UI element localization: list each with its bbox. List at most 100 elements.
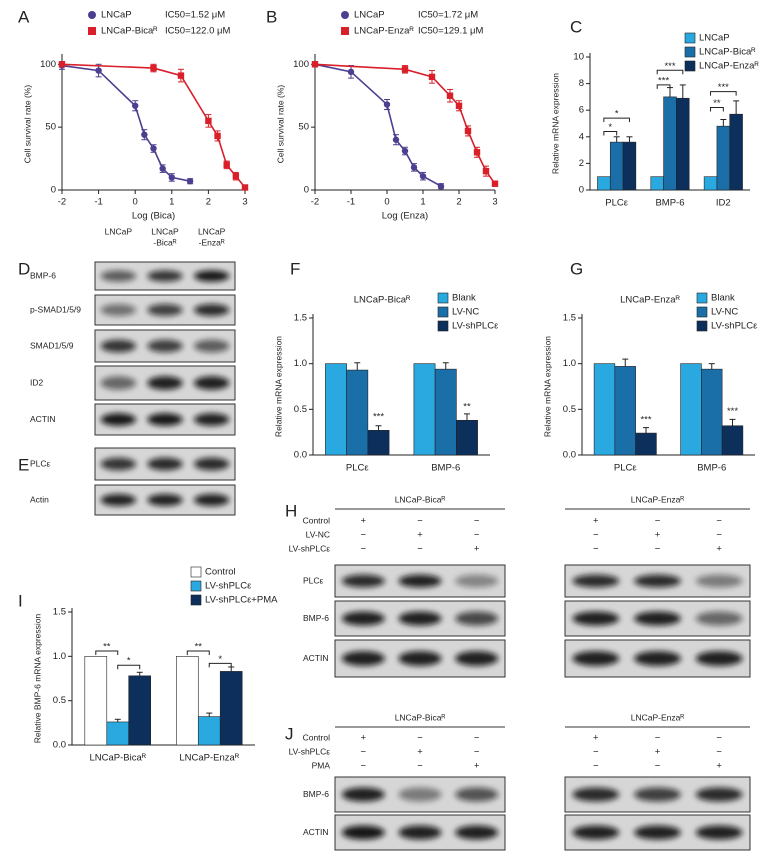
data-point <box>464 127 472 135</box>
x-tick-label: 0 <box>384 197 389 208</box>
blot-band <box>193 304 230 316</box>
y-tick-label: 0.5 <box>53 695 66 706</box>
significance-bracket <box>656 84 671 89</box>
y-tick-label: 0.0 <box>563 450 576 461</box>
legend-label: LNCaP <box>699 33 730 44</box>
panel-label: D <box>18 259 30 278</box>
legend-label: Blank <box>711 293 735 304</box>
bar <box>650 176 664 191</box>
panel-label: I <box>18 591 23 610</box>
x-tick-label: -2 <box>311 197 319 208</box>
blot-band <box>147 494 183 506</box>
condition-sign: − <box>361 747 367 758</box>
condition-sign: − <box>655 516 661 527</box>
legend-swatch <box>437 306 449 318</box>
blot-band <box>147 339 183 353</box>
significance-label: * <box>608 122 612 133</box>
blot-band <box>695 574 743 588</box>
significance-label: * <box>615 109 619 120</box>
data-point <box>419 172 427 180</box>
condition-sign: + <box>593 733 599 744</box>
condition-sign: − <box>593 544 599 555</box>
y-tick-label: 100 <box>40 59 56 70</box>
blot-band <box>147 376 183 390</box>
chart-title: LNCaP-Enzaᴿ <box>620 295 680 306</box>
panel-label: C <box>570 17 582 36</box>
x-tick-label: LNCaP-Bicaᴿ <box>89 753 146 764</box>
condition-sign: − <box>417 733 423 744</box>
significance-label: *** <box>373 412 384 423</box>
x-tick-label: 1 <box>420 197 425 208</box>
x-tick-label: BMP-6 <box>655 198 684 209</box>
panel-label: B <box>266 7 277 26</box>
y-tick-label: 1.0 <box>563 358 576 369</box>
condition-sign: − <box>593 761 599 772</box>
series-line <box>314 63 496 185</box>
legend-label: LV-NC <box>711 307 738 318</box>
significance-label: ** <box>713 98 721 109</box>
legend-marker <box>88 27 96 35</box>
blot-band <box>341 825 385 840</box>
y-tick-label: 0 <box>579 185 584 196</box>
blot-band <box>398 611 442 626</box>
y-axis-label: Cell survival rate (%) <box>275 85 285 164</box>
significance-label: * <box>127 656 131 667</box>
y-axis-label: Relative BMP-6 mRNA expression <box>32 614 42 744</box>
blot-band <box>572 611 620 626</box>
y-axis-label: Relative mRNA expression <box>550 73 560 174</box>
bar <box>614 366 636 456</box>
significance-label: ** <box>195 642 203 653</box>
bar <box>593 363 616 456</box>
significance-bracket <box>208 662 232 668</box>
legend-label: LNCaP-Enzaᴿ <box>354 26 414 37</box>
y-tick-label: 4 <box>579 131 584 142</box>
x-tick-label: BMP-6 <box>431 463 460 474</box>
x-tick-label: 2 <box>456 197 461 208</box>
blot-band <box>100 376 137 390</box>
data-point <box>141 131 148 138</box>
condition-sign: + <box>361 733 367 744</box>
data-point <box>205 117 212 125</box>
condition-sign: + <box>655 530 661 541</box>
condition-sign: − <box>716 530 722 541</box>
significance-bracket <box>603 130 618 136</box>
column-header: LNCaP <box>105 226 133 236</box>
column-header: -Bicaᴿ <box>153 237 176 247</box>
condition-sign: − <box>716 747 722 758</box>
row-label: PLCε <box>30 458 51 468</box>
condition-sign: − <box>655 733 661 744</box>
data-point <box>186 178 194 185</box>
data-point <box>401 147 409 155</box>
y-tick-label: 6 <box>579 105 584 116</box>
bar <box>434 368 457 456</box>
significance-label: * <box>218 654 222 665</box>
blot-band <box>100 413 137 426</box>
bar <box>176 656 199 746</box>
row-label: Actin <box>30 494 49 504</box>
condition-sign: + <box>417 747 423 758</box>
legend-swatch <box>437 292 449 304</box>
data-point <box>168 174 175 181</box>
legend-note: IC50=129.1 μM <box>418 26 484 37</box>
series-line <box>61 63 246 188</box>
y-axis-label: Cell survival rate (%) <box>22 85 32 164</box>
data-point <box>150 145 157 152</box>
blot-band <box>100 339 137 353</box>
x-tick-label: 1 <box>169 197 174 208</box>
significance-label: *** <box>718 82 729 93</box>
data-point <box>232 172 240 180</box>
legend-marker <box>341 11 349 19</box>
y-tick-label: 0 <box>304 185 309 196</box>
condition-sign: − <box>593 747 599 758</box>
bar <box>106 721 130 746</box>
legend-label: LNCaP-Enzaᴿ <box>699 61 759 72</box>
bar <box>622 141 637 191</box>
y-tick-label: 50 <box>45 122 56 133</box>
data-point <box>132 102 139 109</box>
legend-swatch <box>696 292 708 304</box>
blot-band <box>147 270 183 282</box>
x-axis-label: Log (Bica) <box>132 211 175 222</box>
legend-label: LV-shPLCε <box>452 321 499 332</box>
